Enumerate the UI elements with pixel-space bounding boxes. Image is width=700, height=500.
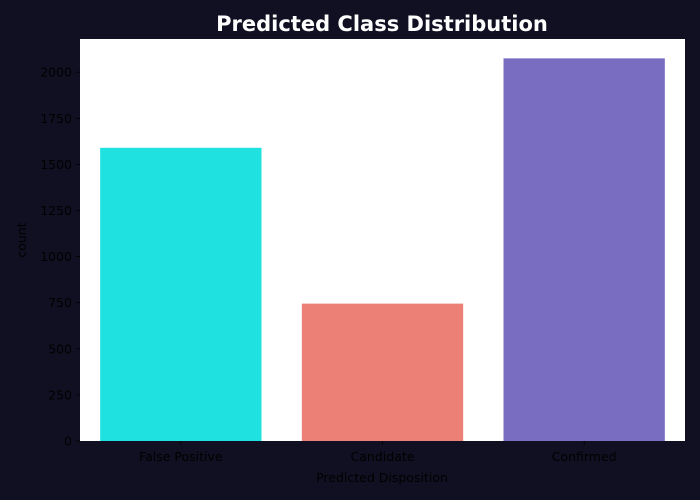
y-tick-label: 1500 xyxy=(40,157,72,172)
y-axis: 0 250 500 750 1000 1250 1500 1750 2000 xyxy=(40,65,80,449)
y-tick-label: 250 xyxy=(48,387,72,402)
y-tick-label: 2000 xyxy=(40,65,72,80)
y-tick-label: 0 xyxy=(64,434,72,449)
bar-false-positive xyxy=(100,147,262,442)
x-axis: False Positive Candidate Confirmed xyxy=(139,441,617,464)
bar-confirmed xyxy=(503,58,665,441)
y-tick-label: 1250 xyxy=(40,203,72,218)
y-tick-label: 1000 xyxy=(40,249,72,264)
bars-layer xyxy=(100,58,665,442)
x-tick-label: Candidate xyxy=(351,449,415,464)
y-tick-label: 750 xyxy=(48,295,72,310)
x-tick-label: Confirmed xyxy=(552,449,617,464)
y-tick-label: 500 xyxy=(48,341,72,356)
bar-candidate xyxy=(301,303,464,441)
x-tick-label: False Positive xyxy=(139,449,223,464)
chart-title: Predicted Class Distribution xyxy=(216,12,548,36)
y-axis-label: count xyxy=(14,222,29,257)
y-tick-label: 1750 xyxy=(40,111,72,126)
x-axis-label: Predicted Disposition xyxy=(316,470,448,485)
